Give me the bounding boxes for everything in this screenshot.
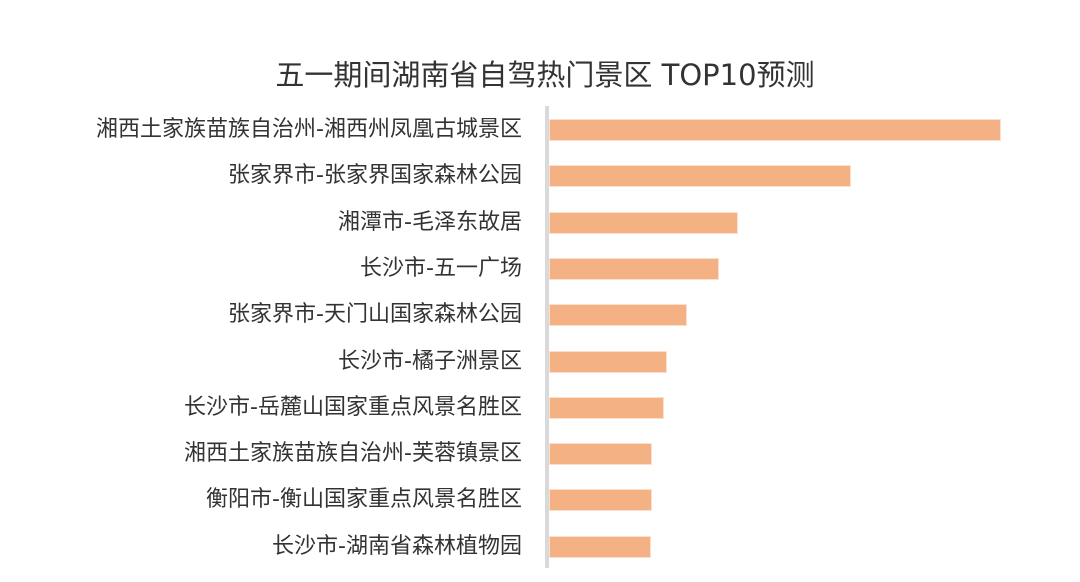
- bar-row: 衡阳市-衡山国家重点风景名胜区: [0, 489, 1080, 535]
- category-label: 衡阳市-衡山国家重点风景名胜区: [206, 487, 522, 513]
- category-label: 张家界市-张家界国家森林公园: [228, 163, 522, 189]
- bar-row: 长沙市-橘子洲景区: [0, 348, 1080, 397]
- bar-row: 张家界市-天门山国家森林公园: [0, 304, 1080, 350]
- category-label: 长沙市-橘子洲景区: [338, 348, 522, 374]
- category-label: 长沙市-岳麓山国家重点风景名胜区: [184, 394, 522, 420]
- bar: [549, 119, 1001, 141]
- bar: [549, 165, 851, 188]
- category-axis-line: [545, 106, 549, 568]
- category-label: 长沙市-湖南省森林植物园: [272, 533, 522, 559]
- bar-row: 湘西土家族苗族自治州-芙蓉镇景区: [0, 443, 1080, 489]
- category-label: 湘西土家族苗族自治州-芙蓉镇景区: [184, 441, 522, 467]
- bar-row: 长沙市-五一广场: [0, 255, 1080, 304]
- bar: [549, 443, 652, 466]
- category-label: 长沙市-五一广场: [360, 255, 522, 281]
- bar: [549, 350, 667, 373]
- bar-row: 湘西土家族苗族自治州-湘西州凤凰古城景区: [0, 119, 1080, 165]
- bar: [549, 257, 719, 280]
- bar: [549, 304, 687, 327]
- bar: [549, 489, 652, 512]
- category-label: 张家界市-天门山国家森林公园: [228, 302, 522, 328]
- bar-row: 湘潭市-毛泽东故居: [0, 209, 1080, 258]
- category-label: 湘西土家族苗族自治州-湘西州凤凰古城景区: [96, 117, 522, 142]
- bar: [549, 211, 738, 234]
- chart-title: 五一期间湖南省自驾热门景区 TOP10预测: [275, 58, 815, 92]
- category-label: 湘潭市-毛泽东故居: [338, 209, 522, 235]
- bar-row: 长沙市-岳麓山国家重点风景名胜区: [0, 394, 1080, 443]
- bar: [549, 535, 651, 558]
- bar-row: 长沙市-湖南省森林植物园: [0, 533, 1080, 582]
- bar-row: 张家界市-张家界国家森林公园: [0, 165, 1080, 211]
- bar: [549, 396, 664, 419]
